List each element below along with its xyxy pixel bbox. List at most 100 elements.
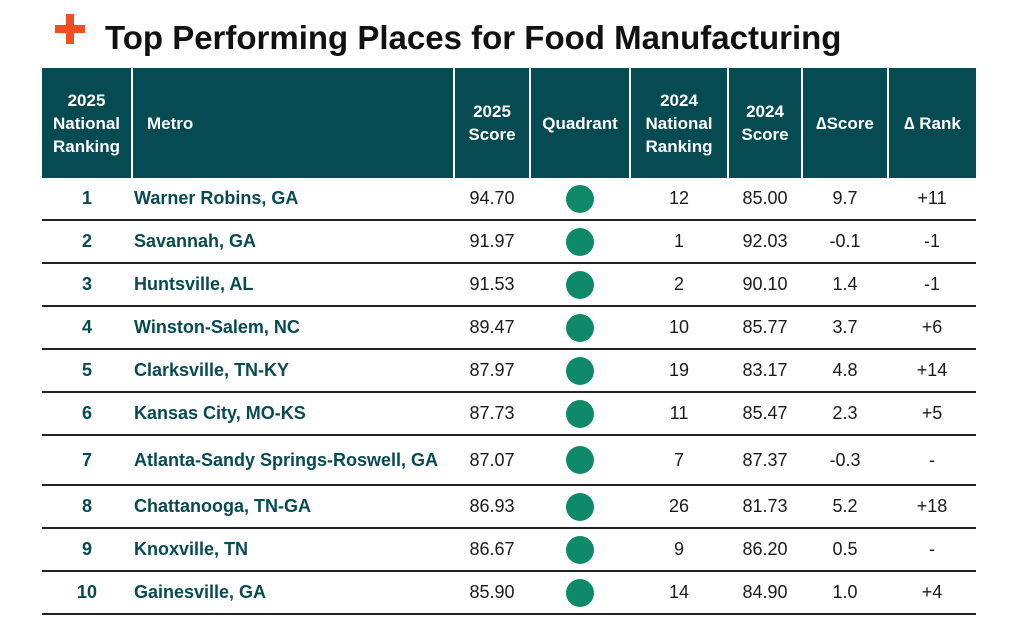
score-2024-cell: 85.77 [728, 306, 802, 350]
quadrant-cell [530, 263, 630, 307]
quadrant-dot-icon [566, 356, 594, 385]
metro-cell: Savannah, GA [132, 220, 454, 264]
delta-rank-cell: +5 [888, 392, 976, 436]
delta-rank-cell: +11 [888, 178, 976, 221]
delta-rank-cell: -1 [888, 263, 976, 307]
rank-2024-cell: 9 [630, 528, 728, 572]
rank-cell: 3 [42, 263, 132, 307]
table-row: 5 Clarksville, TN-KY 87.97 19 83.17 4.8 +14 [42, 349, 976, 393]
header-2024-rank: 2024 National Ranking [629, 68, 728, 178]
quadrant-cell [530, 485, 630, 529]
score-2025-cell: 94.70 [454, 178, 530, 221]
table-body: 1 Warner Robins, GA 94.70 12 85.00 9.7 +11 2 Sav… [42, 178, 976, 615]
metro-cell: Knoxville, TN [132, 528, 454, 572]
score-2025-cell: 86.93 [454, 485, 530, 529]
metro-cell: Gainesville, GA [132, 571, 454, 615]
rank-cell: 10 [42, 571, 132, 615]
rank-2024-cell: 19 [630, 349, 728, 393]
quadrant-cell [530, 392, 630, 436]
quadrant-cell [530, 435, 630, 486]
delta-score-cell: -0.1 [802, 220, 888, 264]
rank-2024-cell: 2 [630, 263, 728, 307]
rank-2024-cell: 11 [630, 392, 728, 436]
header-2024-score: 2024 Score [727, 68, 802, 178]
table-row: 1 Warner Robins, GA 94.70 12 85.00 9.7 +11 [42, 178, 976, 221]
metro-cell: Winston-Salem, NC [132, 306, 454, 350]
delta-score-cell: 4.8 [802, 349, 888, 393]
rank-cell: 1 [42, 178, 132, 221]
rank-cell: 2 [42, 220, 132, 264]
quadrant-dot-icon [566, 399, 594, 428]
score-2025-cell: 87.73 [454, 392, 530, 436]
score-2024-cell: 81.73 [728, 485, 802, 529]
quadrant-dot-icon [566, 535, 594, 564]
score-2025-cell: 85.90 [454, 571, 530, 615]
quadrant-cell [530, 349, 630, 393]
header-2025-rank: 2025 National Ranking [42, 68, 132, 178]
table-row: 3 Huntsville, AL 91.53 2 90.10 1.4 -1 [42, 263, 976, 307]
delta-rank-cell: -1 [888, 220, 976, 264]
rank-2024-cell: 10 [630, 306, 728, 350]
score-2024-cell: 86.20 [728, 528, 802, 572]
rankings-table: 2025 National Ranking Metro 2025 Score Q… [42, 68, 976, 615]
score-2024-cell: 85.47 [728, 392, 802, 436]
table-row: 6 Kansas City, MO-KS 87.73 11 85.47 2.3 +5 [42, 392, 976, 436]
rank-2024-cell: 14 [630, 571, 728, 615]
score-2025-cell: 87.07 [454, 435, 530, 486]
score-2025-cell: 89.47 [454, 306, 530, 350]
delta-rank-cell: +6 [888, 306, 976, 350]
table-row: 9 Knoxville, TN 86.67 9 86.20 0.5- [42, 528, 976, 572]
quadrant-dot-icon [566, 184, 594, 213]
quadrant-dot-icon [566, 492, 594, 521]
quadrant-dot-icon [566, 446, 594, 474]
table-row: 4 Winston-Salem, NC 89.47 10 85.77 3.7 +6 [42, 306, 976, 350]
table-row: 8 Chattanooga, TN-GA 86.93 26 81.73 5.2 +18 [42, 485, 976, 529]
delta-score-cell: 0.5 [802, 528, 888, 572]
rank-2024-cell: 7 [630, 435, 728, 486]
table-header-row: 2025 National Ranking Metro 2025 Score Q… [42, 68, 976, 178]
score-2025-cell: 86.67 [454, 528, 530, 572]
header-quadrant: Quadrant [529, 68, 630, 178]
delta-score-cell: 9.7 [802, 178, 888, 221]
header-2025-score: 2025 Score [453, 68, 530, 178]
score-2024-cell: 90.10 [728, 263, 802, 307]
rank-2024-cell: 26 [630, 485, 728, 529]
score-2024-cell: 84.90 [728, 571, 802, 615]
table-row: 2 Savannah, GA 91.97 1 92.03 -0.1 -1 [42, 220, 976, 264]
metro-cell: Chattanooga, TN-GA [132, 485, 454, 529]
rank-cell: 9 [42, 528, 132, 572]
delta-score-cell: 2.3 [802, 392, 888, 436]
delta-score-cell: -0.3 [802, 435, 888, 486]
delta-rank-cell: +14 [888, 349, 976, 393]
metro-cell: Huntsville, AL [132, 263, 454, 307]
quadrant-cell [530, 306, 630, 350]
quadrant-dot-icon [566, 270, 594, 299]
quadrant-dot-icon [566, 578, 594, 607]
rank-cell: 5 [42, 349, 132, 393]
score-2024-cell: 85.00 [728, 178, 802, 221]
score-2025-cell: 87.97 [454, 349, 530, 393]
quadrant-cell [530, 571, 630, 615]
delta-rank-cell: - [888, 435, 976, 486]
rank-cell: 6 [42, 392, 132, 436]
rank-cell: 8 [42, 485, 132, 529]
quadrant-cell [530, 178, 630, 221]
table-row: 10 Gainesville, GA 85.90 14 84.90 1.0 +4 [42, 571, 976, 615]
delta-score-cell: 1.0 [802, 571, 888, 615]
plus-icon [55, 14, 85, 44]
score-2025-cell: 91.53 [454, 263, 530, 307]
header-metro: Metro [131, 68, 454, 178]
delta-score-cell: 3.7 [802, 306, 888, 350]
delta-rank-cell: - [888, 528, 976, 572]
rank-2024-cell: 1 [630, 220, 728, 264]
rank-cell: 4 [42, 306, 132, 350]
delta-score-cell: 1.4 [802, 263, 888, 307]
score-2024-cell: 87.37 [728, 435, 802, 486]
delta-rank-cell: +18 [888, 485, 976, 529]
quadrant-dot-icon [566, 227, 594, 256]
page-title: Top Performing Places for Food Manufactu… [105, 19, 842, 56]
metro-cell: Clarksville, TN-KY [132, 349, 454, 393]
quadrant-dot-icon [566, 313, 594, 342]
header-delta-score: ∆Score [801, 68, 888, 178]
table-row: 7 Atlanta-Sandy Springs-Roswell, GA 87.07 7… [42, 435, 976, 486]
